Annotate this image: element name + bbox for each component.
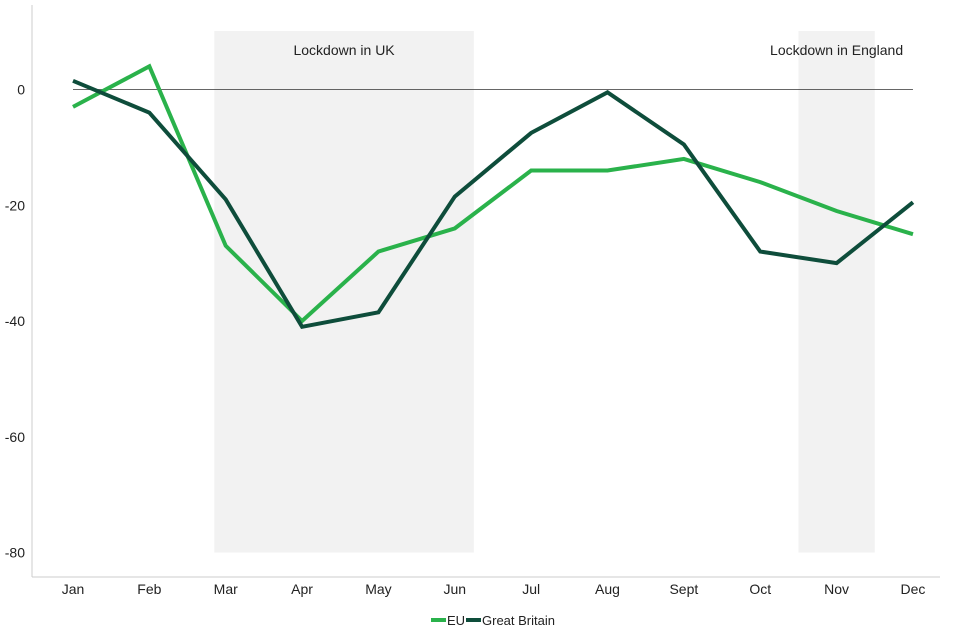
x-tick-label-0: Jan — [62, 581, 85, 597]
bands-layer — [214, 31, 875, 553]
series-line-1 — [72, 78, 915, 330]
x-tick-label-10: Nov — [824, 581, 849, 597]
x-tick-label-7: Aug — [595, 581, 620, 597]
x-tick-label-3: Apr — [291, 581, 313, 597]
x-tick-label-4: May — [365, 581, 391, 597]
axes-layer — [31, 5, 940, 578]
y-tick-label-2: -40 — [5, 313, 25, 329]
series-layer — [72, 63, 915, 330]
x-tick-label-6: Jul — [522, 581, 540, 597]
x-tick-label-2: Mar — [214, 581, 238, 597]
y-tick-label-4: -80 — [5, 545, 25, 561]
band-label-1: Lockdown in England — [770, 42, 903, 58]
x-tick-label-9: Oct — [749, 581, 771, 597]
labels-layer: Lockdown in UK Lockdown in England 0 -20 -40… — [5, 42, 926, 597]
x-tick-label-5: Jun — [444, 581, 467, 597]
band-label-0: Lockdown in UK — [293, 42, 395, 58]
lockdown-band-1 — [798, 31, 875, 553]
legend: EU Great Britain — [431, 613, 555, 628]
x-tick-label-11: Dec — [901, 581, 926, 597]
y-tick-label-3: -60 — [5, 429, 25, 445]
y-tick-label-1: -20 — [5, 197, 25, 213]
series-line-0 — [72, 63, 914, 324]
x-tick-label-1: Feb — [137, 581, 161, 597]
legend-label-0: EU — [447, 613, 465, 628]
legend-label-1: Great Britain — [482, 613, 555, 628]
lockdown-band-0 — [214, 31, 474, 553]
y-tick-label-0: 0 — [17, 82, 25, 98]
x-tick-label-8: Sept — [669, 581, 698, 597]
